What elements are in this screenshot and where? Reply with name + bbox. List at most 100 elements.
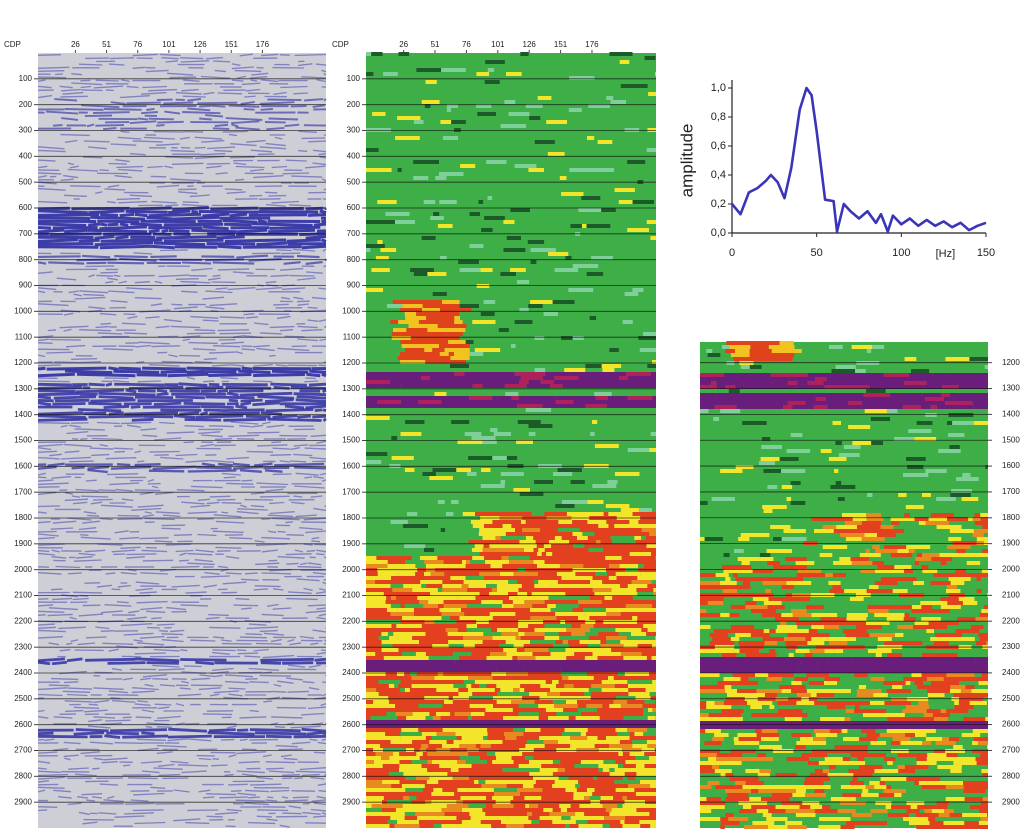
reflector <box>74 296 327 300</box>
reflector <box>60 424 314 428</box>
reflector <box>54 507 327 512</box>
x-tick-label: 176 <box>256 40 270 49</box>
x-tick-label: 101 <box>162 40 176 49</box>
reflector <box>37 603 327 607</box>
reflector <box>37 693 327 697</box>
reflector <box>37 94 287 99</box>
reflector <box>37 472 327 476</box>
y-tick-label: 400 <box>19 151 33 160</box>
reflector <box>154 540 321 543</box>
y-tick-label: 2600 <box>1002 720 1020 729</box>
reflector <box>37 159 307 163</box>
reflector <box>163 318 327 323</box>
reflector <box>84 581 327 585</box>
reflector <box>65 344 326 348</box>
x-tick-label: 101 <box>491 40 505 49</box>
reflector <box>66 431 280 435</box>
y-tick-label: 2200 <box>342 616 360 625</box>
reflector <box>156 744 298 748</box>
reflector <box>37 235 327 240</box>
reflector <box>96 60 305 63</box>
reflector <box>134 651 327 655</box>
reflector <box>38 178 327 182</box>
x-tick-label: 51 <box>431 40 440 49</box>
reflector <box>37 520 327 524</box>
reflector <box>37 731 327 736</box>
reflector <box>38 107 327 112</box>
reflector <box>37 376 317 380</box>
reflector <box>37 380 319 383</box>
reflector <box>78 811 327 816</box>
x-tick-label: 126 <box>193 40 207 49</box>
reflector <box>37 776 325 780</box>
y-tick-label: 2400 <box>1002 668 1020 677</box>
reflector <box>81 104 325 109</box>
x-tick-label: 176 <box>585 40 599 49</box>
reflector <box>53 747 303 752</box>
reflector <box>88 306 318 310</box>
reflector <box>37 626 326 630</box>
reflector <box>114 815 327 818</box>
reflector <box>61 117 299 121</box>
reflector <box>37 543 327 546</box>
reflector <box>138 203 312 207</box>
reflector <box>37 341 245 345</box>
reflector <box>93 674 327 678</box>
reflector <box>37 552 325 556</box>
axis-label: amplitude <box>677 124 696 198</box>
reflector <box>37 382 327 387</box>
y-tick-label: 300 <box>347 126 361 135</box>
reflector <box>37 391 327 397</box>
x-tick-label: 50 <box>811 247 823 259</box>
reflector <box>37 385 327 390</box>
y-tick-label: 1100 <box>15 332 33 341</box>
reflector <box>88 725 321 729</box>
reflector <box>37 789 327 793</box>
spectrum-line <box>731 86 987 233</box>
reflector <box>97 332 282 335</box>
reflector <box>37 401 326 407</box>
y-tick-label: 1800 <box>1002 513 1020 522</box>
reflector <box>37 727 327 733</box>
reflector <box>37 209 327 215</box>
reflector <box>71 357 217 361</box>
reflector <box>37 565 322 569</box>
reflector <box>37 546 242 549</box>
reflector <box>37 687 320 691</box>
y-tick-label: 1900 <box>342 539 360 548</box>
reflector <box>95 191 327 195</box>
reflector <box>37 485 325 489</box>
y-tick-label: 2400 <box>342 668 360 677</box>
reflector <box>37 354 276 358</box>
reflector <box>37 85 327 89</box>
reflector <box>59 488 284 492</box>
y-tick-label: 500 <box>19 177 33 186</box>
reflector <box>60 133 327 137</box>
reflector <box>37 174 323 179</box>
y-tick-label: 2400 <box>14 668 32 677</box>
reflector <box>105 280 277 284</box>
reflector <box>37 88 261 92</box>
reflector <box>73 706 327 710</box>
reflector <box>37 222 327 227</box>
reflector <box>37 149 327 153</box>
y-tick-label: 2600 <box>342 720 360 729</box>
y-tick-label: 1600 <box>1002 461 1020 470</box>
y-tick-label: 0,8 <box>711 111 726 123</box>
axis-label: CDP <box>332 40 349 49</box>
reflector <box>37 206 327 212</box>
reflector <box>87 514 317 518</box>
y-tick-label: 700 <box>19 229 33 238</box>
reflector <box>88 719 170 723</box>
reflector <box>71 82 327 86</box>
x-tick-label: 100 <box>892 247 910 259</box>
reflector <box>48 606 327 611</box>
x-tick-label: 151 <box>225 40 239 49</box>
reflector <box>50 527 323 531</box>
y-tick-label: 1700 <box>342 487 360 496</box>
reflector <box>37 165 326 169</box>
reflector <box>37 767 327 771</box>
y-tick-label: 1700 <box>1002 487 1020 496</box>
reflector <box>37 530 327 534</box>
reflector <box>37 252 301 255</box>
